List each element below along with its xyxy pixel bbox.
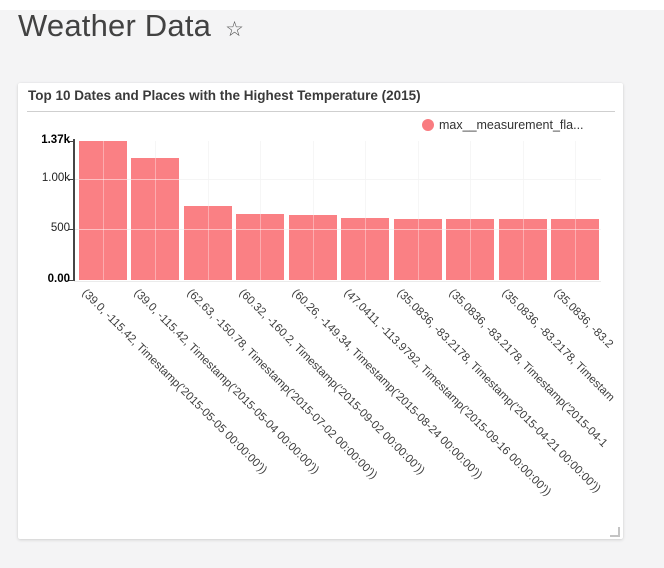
y-axis-tick — [68, 229, 73, 231]
v-gridline-overlay — [312, 141, 314, 280]
v-gridline — [575, 141, 577, 280]
bar[interactable] — [288, 214, 337, 280]
y-axis-tick — [68, 178, 73, 180]
v-gridline-overlay — [260, 141, 262, 280]
v-gridline — [522, 141, 524, 280]
x-tick-label: (60.32, -160.2, Timestamp('2015-09-02 00… — [236, 287, 427, 478]
bar[interactable] — [183, 206, 232, 280]
chart-card: Top 10 Dates and Places with the Highest… — [18, 83, 623, 539]
chart-title: Top 10 Dates and Places with the Highest… — [28, 88, 421, 103]
x-tick-label: (60.26, -149.34, Timestamp('2015-08-24 0… — [289, 287, 484, 482]
v-gridline — [417, 141, 419, 280]
legend-dot-icon — [422, 119, 434, 131]
h-gridline-overlay — [78, 229, 601, 231]
y-tick-label: 500 — [50, 222, 70, 235]
v-gridline — [312, 141, 314, 280]
x-tick-label: (39.0, -115.42, Timestamp('2015-05-05 00… — [79, 287, 269, 477]
bar[interactable] — [393, 218, 442, 280]
v-gridline-overlay — [575, 141, 577, 280]
v-gridline-overlay — [207, 141, 209, 280]
v-gridline-overlay — [365, 141, 367, 280]
bar[interactable] — [446, 219, 495, 280]
bar[interactable] — [341, 218, 390, 280]
x-tick-label: (39.0, -115.42, Timestamp('2015-05-04 00… — [131, 287, 322, 477]
v-gridline-overlay — [470, 141, 472, 280]
title-divider — [27, 111, 615, 112]
y-axis-tick — [68, 141, 73, 142]
legend-label: max__measurement_fla... — [439, 118, 584, 132]
top-strip — [0, 0, 664, 10]
bar[interactable] — [131, 158, 180, 280]
v-gridline — [470, 141, 472, 280]
h-gridline-overlay — [78, 178, 601, 180]
favorite-star-icon[interactable]: ☆ — [225, 17, 244, 41]
x-tick-label: (35.0836, -83.2178, Timestamp('2015-04-2… — [394, 287, 603, 496]
v-gridline-overlay — [155, 141, 157, 280]
v-gridline — [260, 141, 262, 280]
y-tick-label: 1.00k — [41, 171, 70, 184]
y-tick-label: 0.00 — [47, 273, 70, 285]
resize-handle-icon[interactable] — [610, 527, 620, 537]
x-tick-label: (62.63, -150.78, Timestamp('2015-07-02 0… — [184, 287, 379, 482]
y-tick-label: 1.37k — [41, 134, 70, 146]
x-tick-label: (35.0836, -83.2178, Timestam — [499, 287, 617, 404]
page-header: Weather Data ☆ — [18, 8, 244, 44]
y-axis-line — [73, 139, 75, 281]
x-axis-line — [74, 280, 601, 282]
v-gridline — [365, 141, 367, 280]
bar[interactable] — [78, 141, 127, 280]
v-gridline-overlay — [522, 141, 524, 280]
v-gridline-overlay — [102, 141, 104, 280]
bar[interactable] — [236, 214, 285, 280]
v-gridline-overlay — [417, 141, 419, 280]
y-axis-tick — [68, 280, 73, 281]
legend-item[interactable]: max__measurement_fla... — [422, 118, 584, 132]
page-title: Weather Data — [18, 8, 212, 43]
